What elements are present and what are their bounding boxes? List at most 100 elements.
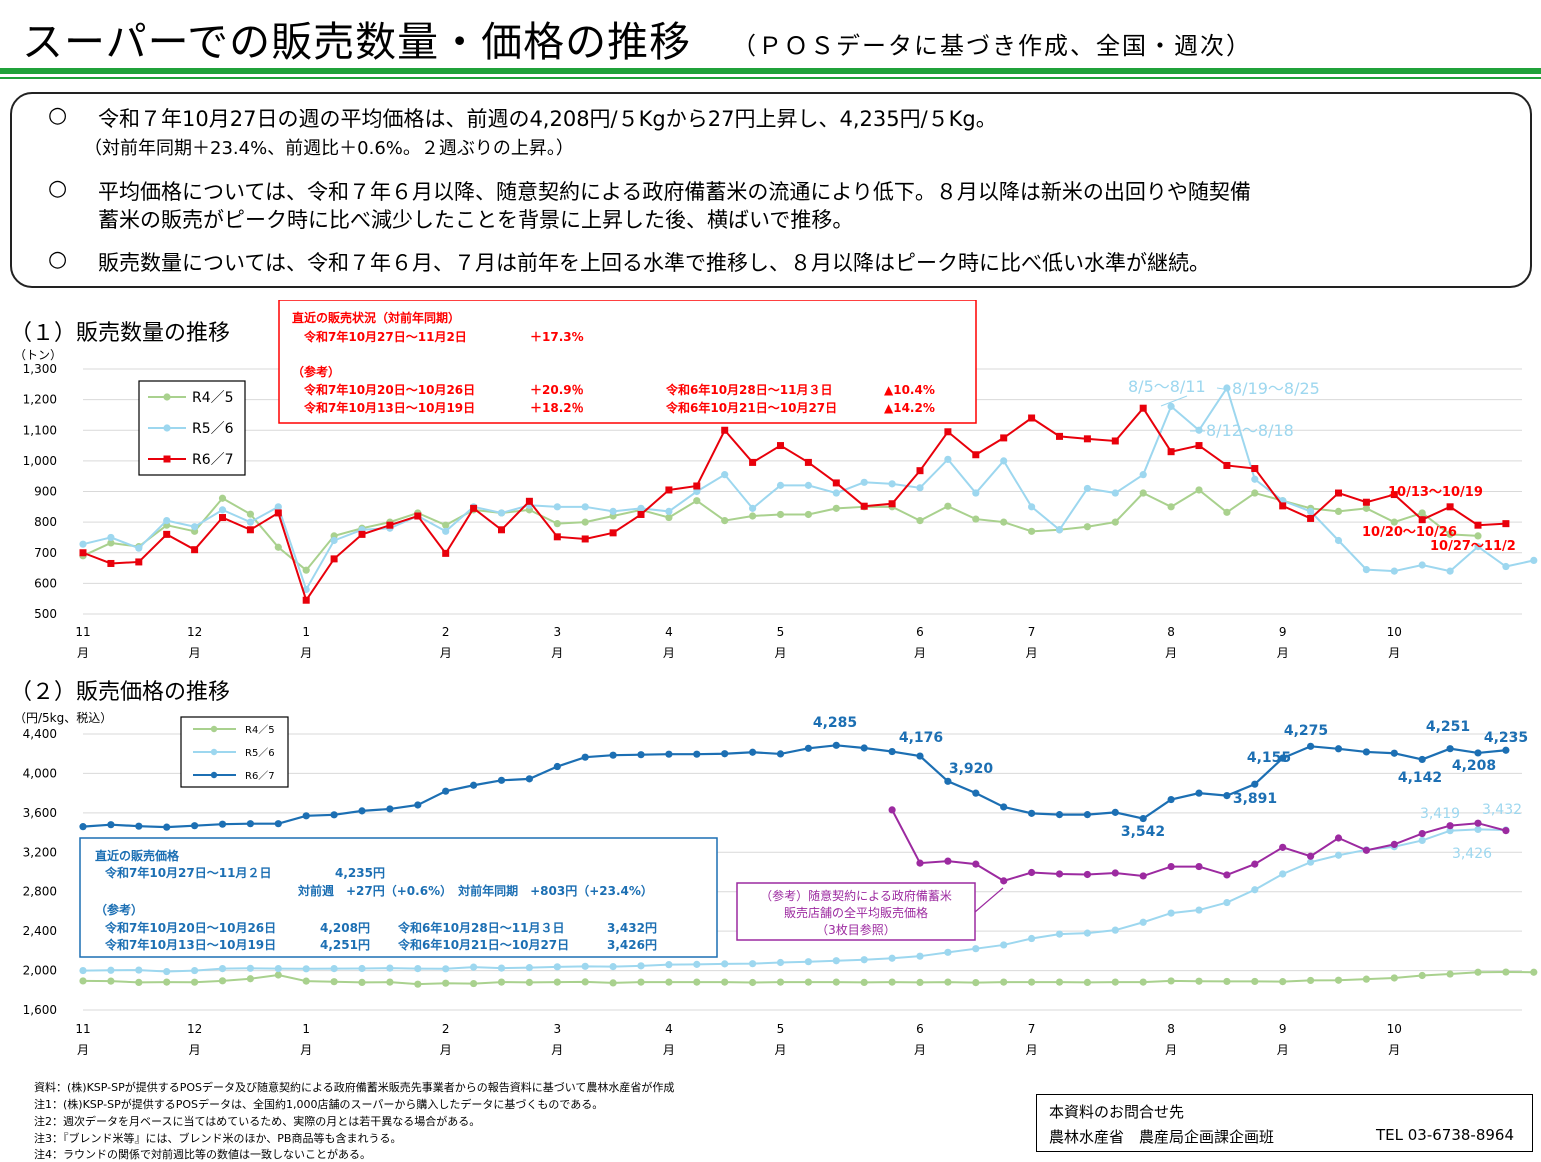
volume-series-r67-point [832,479,840,487]
volume-series-r56-point [693,487,701,496]
price-series-r45-point [1000,978,1008,986]
price-series-r56-point [1223,898,1231,907]
price-series-r56-point [749,960,757,968]
price-data-label: 4,235 [1484,730,1528,746]
volume-series-r56-point [1000,457,1008,465]
volume-series-r67-point [163,530,171,538]
price-series-r67-point [1167,795,1175,804]
volume-series-r67-point [1502,520,1510,528]
volume-y-tick-label: 700 [34,546,57,560]
price-zuii-note-box [736,882,976,941]
price-series-r56-point [1000,941,1008,949]
volume-info-ref1-prev-value: ▲10.4% [884,383,935,397]
price-series-r67-point [358,807,366,815]
volume-series-r67-point [1195,442,1203,450]
volume-month-label: 2 [442,625,450,639]
volume-y-tick-label: 1,200 [23,393,57,407]
volume-series-r67-line [82,406,1506,603]
volume-series-r56-point [1139,471,1147,479]
volume-series-r56-point [637,504,645,512]
price-y-tick-label: 1,600 [23,1003,57,1017]
volume-series-r56-point [246,518,254,526]
price-series-r45-point [386,978,394,986]
volume-annotation: 8/5～8/11 [1128,377,1206,396]
volume-series-r45-point [1251,489,1259,497]
price-series-r67-point [1195,789,1203,797]
price-series-zuii-point [1307,852,1315,860]
volume-series-r56-point [330,536,338,545]
volume-month-suffix: 月 [774,646,786,660]
footnote-1: 注1：(株)KSP-SPが提供するPOSデータは、全国約1,000店舗のスーパー… [34,1098,604,1111]
price-series-r67-point [218,820,227,828]
price-series-zuii-point [888,806,896,814]
volume-month-suffix: 月 [1165,646,1177,660]
footnote-source: 資料：(株)KSP-SPが提供するPOSデータ及び随意契約による政府備蓄米販売先… [34,1081,675,1094]
volume-series-r67-point [470,504,478,512]
price-info-ref2-prev-period: 令和6年10月21日～10月27日 [397,937,569,952]
price-series-r45-point [1111,978,1119,986]
price-series-r56-point [553,963,561,971]
volume-month-label: 4 [665,625,673,639]
price-series-r67-point [1139,814,1147,823]
volume-series-r56-point [302,585,310,594]
price-series-r67-point [1000,803,1008,811]
price-legend-marker [210,748,218,756]
price-series-r56-point [246,964,254,972]
price-series-r67-point [972,789,980,797]
volume-series-r67-point [1335,489,1342,497]
volume-annotation: 10/13～10/19 [1388,485,1483,500]
section-2-unit: （円/5kg、税込） [14,711,113,725]
price-series-r56-point [163,967,171,976]
price-series-r67-point [1390,749,1398,757]
volume-y-tick-label: 1,100 [23,423,57,437]
volume-series-r67-point [1446,503,1454,511]
price-month-suffix: 月 [1277,1043,1289,1057]
price-month-label: 10 [1387,1022,1402,1036]
price-series-r56-point [1167,909,1175,917]
section-1-title: （１）販売数量の推移 [10,321,231,346]
price-series-r67-point [637,751,645,759]
volume-series-r56-point [832,489,840,497]
price-y-tick-label: 2,400 [23,924,57,938]
volume-series-r56-point [1474,543,1482,551]
price-series-zuii-point [1000,877,1008,885]
price-series-r56-point [302,965,310,973]
volume-series-r56-point [944,455,952,463]
price-series-r67-point [330,811,338,819]
price-series-r45-point [916,978,924,986]
price-series-r45-point [1418,971,1426,980]
volume-series-r67-point [107,559,115,567]
volume-series-r45-point [916,516,924,525]
volume-series-r67-point [386,521,394,529]
price-series-r56-point [944,948,952,956]
volume-series-r56-point [1028,503,1036,511]
price-data-label: 4,155 [1247,750,1291,766]
price-month-suffix: 月 [77,1043,89,1057]
chart-sales-volume: 5006007008009001,0001,1001,2001,30011月12… [23,300,1538,660]
price-series-r45-point [135,978,143,986]
price-series-r56-point [470,963,478,971]
price-series-r56-point [972,945,980,953]
price-series-zuii-point [1418,829,1426,838]
volume-legend-marker [163,424,171,432]
price-series-r67-point [1111,808,1119,816]
price-series-r67-point [79,823,87,831]
price-series-r45-point [804,978,813,986]
volume-legend-label: R6／7 [192,452,234,468]
price-series-r56-point [665,961,673,969]
price-series-r56-point [916,952,924,960]
volume-series-r56-point [1167,402,1175,410]
price-month-label: 2 [442,1022,450,1036]
price-series-r67-point [581,753,589,761]
volume-series-r45-point [1334,507,1343,516]
price-series-r67-point [1334,745,1343,753]
volume-series-r45-point [721,516,729,525]
price-series-r67-point [470,781,478,789]
volume-series-r56-point [274,503,282,511]
volume-series-r45-point [1111,518,1119,526]
price-series-r67-point [1446,745,1454,753]
summary-bullet-2-text: 平均価格については、令和７年６月以降、随意契約による政府備蓄米の流通により低下。… [98,180,1251,204]
price-series-r67-point [1307,742,1315,750]
price-series-r45-point [888,978,896,986]
price-series-r67-point [246,820,254,828]
